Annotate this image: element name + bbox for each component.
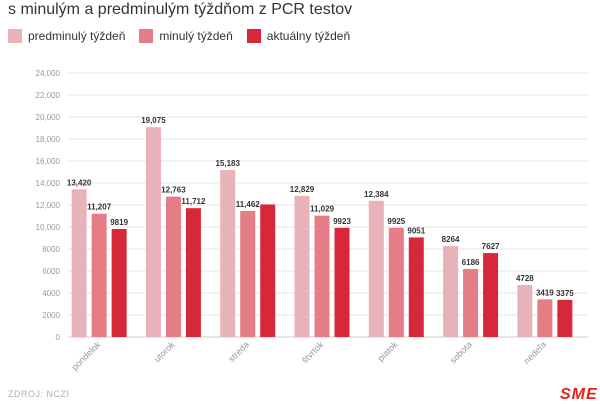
bar xyxy=(517,284,533,337)
bar xyxy=(557,299,573,337)
bar xyxy=(443,246,459,337)
source-note: ZDROJ: NCZI xyxy=(8,389,70,399)
legend-item-minuly: minulý týždeň xyxy=(139,29,233,43)
data-label: 3375 xyxy=(556,289,574,298)
x-tick-label: nedeľa xyxy=(522,339,549,366)
y-tick-label: 4000 xyxy=(42,289,60,298)
data-label: 12,384 xyxy=(364,190,389,199)
legend-swatch xyxy=(246,29,261,43)
bar xyxy=(111,228,127,337)
bar xyxy=(185,208,201,337)
y-tick-label: 8000 xyxy=(42,245,60,254)
bar xyxy=(240,210,256,337)
data-label: 9051 xyxy=(407,226,425,235)
bar xyxy=(314,215,330,337)
data-label: 11,029 xyxy=(310,205,335,214)
bar xyxy=(368,200,384,337)
bar xyxy=(537,299,553,337)
sme-logo: SME xyxy=(560,386,598,403)
data-label: 9819 xyxy=(110,218,128,227)
y-tick-label: 2000 xyxy=(42,311,60,320)
bar xyxy=(165,196,181,337)
bar xyxy=(463,268,479,337)
data-label: 9923 xyxy=(333,217,351,226)
bar xyxy=(260,204,276,337)
y-tick-label: 10,000 xyxy=(36,223,61,232)
data-label: 6186 xyxy=(462,258,480,267)
data-label: 8264 xyxy=(442,235,460,244)
y-tick-label: 6000 xyxy=(42,267,60,276)
x-tick-label: utorok xyxy=(152,339,177,364)
data-label: 11,462 xyxy=(236,200,261,209)
bar xyxy=(220,169,236,337)
y-tick-label: 22,000 xyxy=(36,91,61,100)
data-label: 4728 xyxy=(516,274,534,283)
legend-item-aktualny: aktuálny týždeň xyxy=(246,29,351,43)
legend: predminulý týždeň minulý týždeň aktuálny… xyxy=(8,29,350,43)
y-tick-label: 0 xyxy=(56,333,61,342)
legend-label: aktuálny týždeň xyxy=(266,29,351,43)
bar xyxy=(408,237,424,337)
data-label: 15,183 xyxy=(215,159,240,168)
bar xyxy=(388,227,404,337)
data-label: 12,829 xyxy=(290,185,315,194)
data-label: 11,712 xyxy=(181,197,206,206)
legend-swatch xyxy=(8,29,22,43)
data-label: 3419 xyxy=(536,288,554,297)
y-tick-label: 18,000 xyxy=(36,135,61,144)
bar xyxy=(91,213,107,337)
data-label: 13,420 xyxy=(67,178,92,187)
legend-item-predminuly: predminulý týždeň xyxy=(8,29,125,43)
legend-label: predminulý týždeň xyxy=(28,29,126,43)
y-tick-label: 24,000 xyxy=(36,69,61,78)
data-label: 7627 xyxy=(482,242,500,251)
legend-swatch xyxy=(139,29,154,43)
bar xyxy=(483,253,499,337)
data-label: 9925 xyxy=(387,217,405,226)
x-tick-label: streda xyxy=(226,339,251,364)
y-tick-label: 12,000 xyxy=(36,201,61,210)
x-tick-label: sobota xyxy=(448,339,474,365)
bar xyxy=(71,189,87,337)
data-label: 11,207 xyxy=(87,203,112,212)
chart-title: s minulým a predminulým týždňom z PCR te… xyxy=(8,1,353,18)
x-tick-label: pondelok xyxy=(70,339,103,372)
y-tick-label: 20,000 xyxy=(36,113,61,122)
data-label: 12,763 xyxy=(161,186,186,195)
bar xyxy=(145,127,161,337)
data-label: 19,075 xyxy=(141,116,166,125)
bar xyxy=(294,195,310,337)
bar xyxy=(334,227,350,337)
y-tick-label: 14,000 xyxy=(36,179,61,188)
x-tick-label: piatok xyxy=(376,339,400,363)
x-tick-label: štvrtok xyxy=(300,339,326,365)
legend-label: minulý týždeň xyxy=(159,29,233,43)
y-tick-label: 16,000 xyxy=(36,157,61,166)
